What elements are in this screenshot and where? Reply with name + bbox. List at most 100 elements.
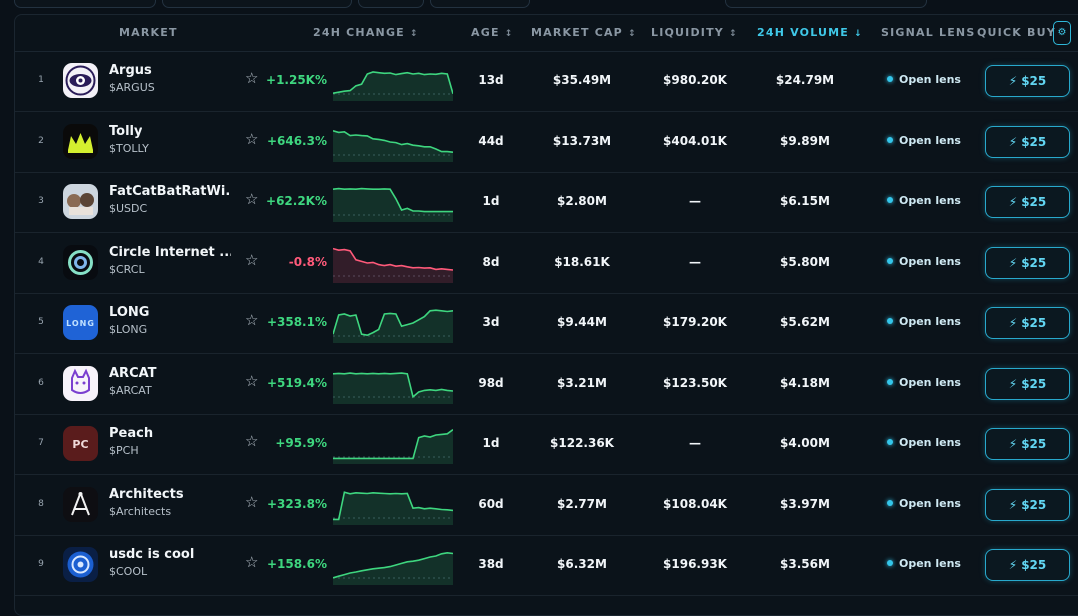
- quick-buy-button[interactable]: ⚡ $25: [985, 549, 1070, 581]
- token-symbol: $PCH: [109, 444, 139, 457]
- volume-value: $6.15M: [780, 194, 830, 208]
- open-lens-button[interactable]: Open lens: [887, 436, 961, 449]
- favorite-star-icon[interactable]: ☆: [245, 311, 259, 329]
- favorite-star-icon[interactable]: ☆: [245, 250, 259, 269]
- quick-buy-button[interactable]: ⚡ $25: [985, 307, 1070, 339]
- header-market-cap[interactable]: MARKET CAP ↕: [531, 26, 637, 39]
- toolbar-control-3[interactable]: [358, 0, 424, 8]
- open-lens-button[interactable]: Open lens: [887, 194, 961, 207]
- open-lens-button[interactable]: Open lens: [887, 557, 961, 570]
- toolbar-control-5[interactable]: [725, 0, 927, 8]
- quick-buy-button[interactable]: ⚡ $25: [985, 367, 1070, 400]
- header-age[interactable]: AGE ↕: [471, 26, 514, 39]
- table-row[interactable]: 5 LONG LONG $LONG ☆ +358.1% 3d $9.44M $179.20K $5…: [15, 293, 1078, 354]
- lightning-icon: ⚡: [1008, 134, 1018, 149]
- token-name[interactable]: usdc is cool: [109, 547, 195, 562]
- favorite-star-icon[interactable]: ☆: [245, 190, 259, 208]
- token-symbol: $LONG: [109, 323, 148, 336]
- token-symbol: $ARGUS: [109, 81, 155, 94]
- table-row[interactable]: 9 usdc is cool $COOL ☆ +158.6% 38d $6.32M $196.…: [15, 535, 1078, 596]
- sparkline-chart: [332, 122, 454, 162]
- open-lens-button[interactable]: Open lens: [887, 315, 961, 328]
- quick-buy-label: $25: [1021, 437, 1047, 451]
- quick-buy-button[interactable]: ⚡ $25: [985, 186, 1070, 218]
- table-row[interactable]: 7 PC Peach $PCH ☆ +95.9% 1d $122.36K — $4.00M Open…: [15, 414, 1078, 475]
- liquidity-value: $108.04K: [663, 496, 727, 511]
- quick-buy-label: $25: [1021, 134, 1047, 149]
- sort-icon: ↕: [504, 29, 514, 39]
- open-lens-label: Open lens: [899, 557, 961, 570]
- table-row[interactable]: 4 Circle Internet ... $CRCL ☆ -0.8% 8d $18.61K…: [15, 233, 1078, 294]
- header-24h-volume[interactable]: 24H VOLUME ↓: [757, 26, 863, 39]
- table-header: MARKET 24H CHANGE ↕ AGE ↕ MARKET CAP ↕ LIQU…: [15, 15, 1078, 52]
- settings-gear-icon[interactable]: ⚙: [1053, 21, 1071, 45]
- token-name[interactable]: FatCatBatRatWi...: [109, 184, 231, 199]
- favorite-star-icon[interactable]: ☆: [245, 129, 259, 148]
- table-row[interactable]: 8 Architects $Architects ☆ +323.8% 60d $2.77M $…: [15, 475, 1078, 536]
- open-lens-label: Open lens: [899, 315, 961, 328]
- sort-icon: ↕: [409, 29, 419, 39]
- token-name[interactable]: Circle Internet ...: [109, 244, 231, 260]
- toolbar-control-1[interactable]: [14, 0, 156, 8]
- lightning-icon: ⚡: [1008, 437, 1018, 451]
- volume-value: $4.18M: [780, 375, 830, 390]
- token-name[interactable]: Argus: [109, 63, 152, 78]
- sort-icon: ↕: [728, 29, 738, 39]
- favorite-star-icon[interactable]: ☆: [245, 432, 259, 450]
- change-value: +646.3%: [266, 133, 327, 148]
- favorite-star-icon[interactable]: ☆: [245, 492, 259, 511]
- quick-buy-button[interactable]: ⚡ $25: [985, 246, 1070, 279]
- open-lens-button[interactable]: Open lens: [887, 255, 961, 268]
- rank-number: 9: [38, 559, 44, 569]
- age-value: 44d: [478, 133, 504, 148]
- quick-buy-button[interactable]: ⚡ $25: [985, 488, 1070, 521]
- open-lens-button[interactable]: Open lens: [887, 376, 961, 389]
- toolbar-control-4[interactable]: [430, 0, 530, 8]
- rank-number: 2: [38, 135, 44, 146]
- quick-buy-button[interactable]: ⚡ $25: [985, 125, 1070, 158]
- open-lens-label: Open lens: [899, 254, 961, 268]
- token-name[interactable]: ARCAT: [109, 365, 157, 381]
- table-row[interactable]: 3 FatCatBatRatWi... $USDC ☆ +62.2K% 1d $2.80M —…: [15, 172, 1078, 233]
- open-lens-button[interactable]: Open lens: [887, 73, 961, 86]
- token-name[interactable]: Peach: [109, 426, 154, 441]
- token-name[interactable]: LONG: [109, 305, 150, 320]
- svg-text:PC: PC: [72, 438, 88, 451]
- rank-number: 8: [38, 498, 44, 509]
- market-cap-value: $13.73M: [552, 133, 612, 148]
- favorite-star-icon[interactable]: ☆: [245, 371, 259, 390]
- open-lens-button[interactable]: Open lens: [887, 497, 961, 510]
- token-name[interactable]: Architects: [109, 486, 184, 502]
- rank-number: 5: [38, 317, 44, 327]
- change-value: +95.9%: [275, 436, 327, 450]
- quick-buy-button[interactable]: ⚡ $25: [985, 428, 1070, 460]
- table-row[interactable]: 2 Tolly $TOLLY ☆ +646.3% 44d $13.73M $404.01K $9…: [15, 112, 1078, 173]
- open-lens-label: Open lens: [899, 133, 961, 147]
- volume-value: $9.89M: [780, 133, 830, 148]
- quick-buy-label: $25: [1021, 74, 1047, 88]
- table-row[interactable]: 1 Argus $ARGUS ☆ +1.25K% 13d $35.49M $980.20K $2…: [15, 51, 1078, 112]
- toolbar-control-2[interactable]: [162, 0, 352, 8]
- lightning-icon: ⚡: [1008, 558, 1018, 572]
- open-lens-label: Open lens: [899, 436, 961, 449]
- rank-number: 4: [38, 256, 44, 267]
- open-lens-button[interactable]: Open lens: [887, 134, 961, 147]
- rank-number: 7: [38, 438, 44, 448]
- change-value: +519.4%: [266, 375, 327, 390]
- status-dot-icon: [887, 76, 893, 82]
- sort-desc-icon: ↓: [854, 29, 863, 39]
- quick-buy-button[interactable]: ⚡ $25: [985, 65, 1070, 97]
- favorite-star-icon[interactable]: ☆: [245, 69, 259, 87]
- header-24h-change[interactable]: 24H CHANGE ↕: [313, 26, 419, 39]
- open-lens-label: Open lens: [899, 375, 961, 389]
- age-value: 3d: [482, 315, 500, 329]
- table-row[interactable]: 6 ARCAT $ARCAT ☆ +519.4% 98d $3.21M $123.50K $4.…: [15, 354, 1078, 415]
- open-lens-label: Open lens: [899, 73, 961, 86]
- favorite-star-icon[interactable]: ☆: [245, 553, 259, 571]
- token-name[interactable]: Tolly: [109, 123, 143, 139]
- sparkline-chart: [332, 61, 454, 101]
- lightning-icon: ⚡: [1008, 74, 1018, 88]
- header-liquidity[interactable]: LIQUIDITY ↕: [651, 26, 738, 39]
- quick-buy-label: $25: [1021, 376, 1047, 391]
- header-market[interactable]: MARKET: [119, 26, 178, 39]
